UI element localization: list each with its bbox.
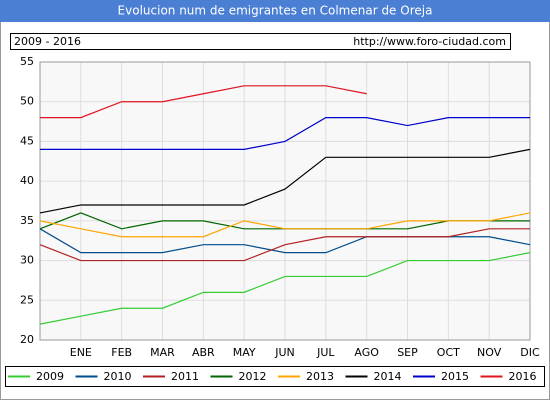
source: http://www.foro-ciudad.com (353, 35, 506, 48)
y-tick-label: 20 (20, 333, 34, 346)
x-tick-label: AGO (354, 346, 379, 359)
y-tick-label: 40 (20, 174, 34, 187)
x-tick-label: OCT (437, 346, 460, 359)
series-line (39, 148, 531, 214)
series-line (39, 252, 531, 325)
series-line (40, 85, 367, 119)
legend-box (5, 366, 545, 387)
x-tick-label: FEB (111, 346, 132, 359)
y-tick-label: 50 (20, 95, 34, 108)
plot-border (39, 61, 531, 341)
legend-label: 2014 (374, 370, 402, 383)
subtitle: 2009 - 2016 (14, 35, 81, 48)
series-line (40, 117, 530, 150)
x-tick-label: JUL (316, 346, 335, 359)
x-tick-label: ENE (70, 346, 92, 359)
x-tick-label: SEP (397, 346, 418, 359)
x-tick-label: DIC (520, 346, 540, 359)
series-line (39, 212, 531, 238)
x-tick-label: MAY (233, 346, 256, 359)
y-tick-label: 25 (20, 293, 34, 306)
chart-title: Evolucion num de emigrantes en Colmenar … (118, 4, 433, 18)
legend-label: 2015 (441, 370, 469, 383)
legend-label: 2010 (104, 370, 132, 383)
legend-label: 2013 (306, 370, 334, 383)
series-line (39, 228, 530, 262)
y-tick-label: 55 (20, 55, 34, 68)
y-tick-label: 35 (20, 214, 34, 227)
legend-label: 2011 (171, 370, 199, 383)
y-tick-label: 45 (20, 134, 34, 147)
legend-label: 2009 (36, 370, 64, 383)
x-tick-label: NOV (477, 346, 502, 359)
x-tick-label: ABR (192, 346, 215, 359)
subtitle-box (10, 33, 511, 50)
x-tick-label: JUN (274, 346, 295, 359)
legend-label: 2016 (509, 370, 537, 383)
y-tick-label: 30 (20, 254, 34, 267)
title-bar (0, 0, 550, 22)
legend-label: 2012 (239, 370, 267, 383)
x-tick-label: MAR (150, 346, 175, 359)
